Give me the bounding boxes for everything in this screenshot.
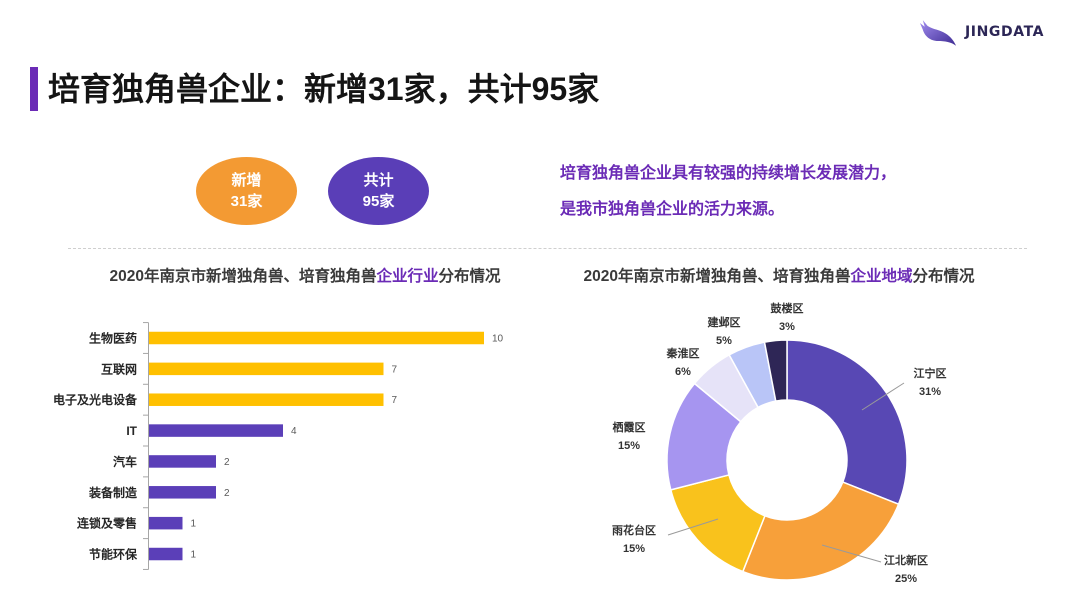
chart-title-text: 分布情况: [912, 268, 975, 285]
bar: [149, 486, 216, 499]
slice-percent-label: 3%: [779, 321, 795, 333]
leader-lines: [667, 382, 905, 563]
bar-value-label: 7: [392, 395, 398, 406]
slice-percent-label: 6%: [675, 366, 691, 378]
donut-slice: [763, 339, 788, 402]
leader-line: [667, 518, 719, 536]
bar-value-label: 4: [291, 426, 297, 437]
slice-percent-label: 25%: [895, 573, 917, 585]
page-title: 培育独角兽企业：新增31家，共计95家: [48, 71, 600, 107]
badge-value: 95家: [362, 193, 395, 210]
bar-value-label: 1: [191, 519, 197, 530]
bar-value-label: 2: [224, 457, 230, 468]
chart-title-highlight: 企业地域: [850, 268, 913, 285]
summary-line-2: 是我市独角兽企业的活力来源。: [560, 201, 785, 218]
chart-title-highlight: 企业行业: [376, 268, 439, 285]
industry-chart-title: 2020年南京市新增独角兽、培育独角兽企业行业分布情况: [109, 266, 500, 288]
bar-value-label: 7: [392, 364, 398, 375]
bar: [149, 516, 183, 530]
summary-line-1: 培育独角兽企业具有较强的持续增长发展潜力，: [560, 165, 897, 182]
slice-name-label: 雨花台区: [612, 523, 656, 537]
badge-label: 新增: [231, 172, 262, 189]
slice-name-label: 秦淮区: [666, 346, 700, 360]
category-label: 电子及光电设备: [53, 392, 138, 407]
total-count-badge: 共计 95家: [328, 157, 429, 225]
category-label: 连锁及零售: [77, 516, 137, 531]
slice-percent-label: 31%: [919, 386, 941, 398]
slice-name-label: 鼓楼区: [771, 301, 804, 315]
slice-percent-label: 15%: [623, 543, 645, 555]
slice-name-label: 江宁区: [914, 366, 947, 380]
category-label: 装备制造: [88, 485, 138, 500]
badge-label: 共计: [363, 172, 394, 189]
category-label: IT: [126, 424, 137, 438]
bar-series: 10 7 7 4 2 2 1 1: [149, 331, 504, 561]
region-chart-title: 2020年南京市新增独角兽、培育独角兽企业地域分布情况: [583, 266, 974, 288]
brand-logo: JINGDATA: [919, 16, 1044, 48]
section-divider: [68, 248, 1027, 249]
category-label: 汽车: [113, 454, 137, 469]
category-label: 节能环保: [89, 547, 138, 562]
leader-line: [861, 382, 905, 411]
bar: [149, 362, 384, 376]
chart-title-text: 分布情况: [438, 268, 501, 285]
slice-percent-label: 15%: [618, 440, 640, 452]
bar: [149, 547, 183, 561]
badge-value: 31家: [230, 193, 263, 210]
donut-slice: [741, 481, 900, 581]
new-count-badge: 新增 31家: [196, 157, 297, 225]
donut-slice: [786, 339, 908, 506]
donut-slices: [666, 339, 908, 581]
bar: [149, 424, 283, 437]
whale-logo-icon: [919, 19, 957, 46]
chart-title-text: 2020年南京市新增独角兽、培育独角兽: [109, 268, 377, 285]
chart-title-text: 2020年南京市新增独角兽、培育独角兽: [583, 268, 851, 285]
title-accent-bar: [30, 67, 38, 111]
slice-name-label: 栖霞区: [613, 420, 646, 434]
slice-name-label: 建邺区: [708, 315, 741, 329]
bar: [149, 455, 216, 468]
leader-line: [821, 544, 882, 563]
bar-value-label: 10: [492, 334, 504, 345]
bar: [149, 331, 484, 345]
category-label: 生物医药: [89, 331, 137, 346]
category-label: 互联网: [101, 362, 137, 376]
slice-name-label: 江北新区: [884, 553, 928, 567]
bar-value-label: 1: [191, 550, 197, 561]
bar-value-label: 2: [224, 488, 230, 499]
brand-name: JINGDATA: [965, 24, 1045, 40]
slice-percent-label: 5%: [716, 335, 732, 347]
bar: [149, 393, 384, 406]
donut-labels: 江宁区 31% 江北新区 25% 雨花台区 15% 栖霞区 15% 秦淮区 6% 建邺区 5% 鼓楼区 3…: [612, 301, 947, 585]
region-donut-chart: 江宁区 31% 江北新区 25% 雨花台区 15% 栖霞区 15% 秦淮区 6% 建邺区 5% 鼓楼区 3…: [612, 301, 947, 585]
